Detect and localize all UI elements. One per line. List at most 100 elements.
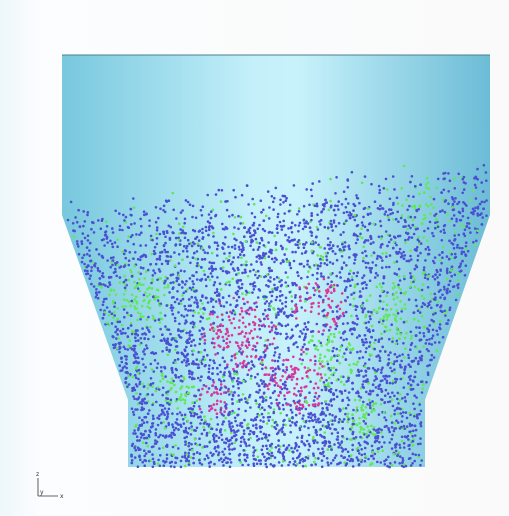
particle bbox=[208, 328, 212, 332]
particle bbox=[301, 332, 304, 335]
particle bbox=[411, 387, 415, 391]
particle bbox=[307, 270, 310, 273]
particle bbox=[288, 239, 292, 243]
particle bbox=[365, 341, 369, 344]
particle bbox=[301, 457, 304, 461]
particle bbox=[307, 282, 311, 286]
particle bbox=[345, 210, 349, 214]
particle bbox=[94, 262, 97, 265]
particle bbox=[236, 280, 239, 284]
particle bbox=[299, 330, 302, 333]
particle bbox=[132, 386, 136, 390]
particle bbox=[223, 228, 226, 231]
particle bbox=[170, 309, 174, 312]
particle bbox=[458, 246, 462, 250]
particle bbox=[389, 308, 393, 311]
particle bbox=[211, 269, 214, 273]
particle bbox=[443, 288, 446, 291]
particle bbox=[419, 380, 423, 384]
particle bbox=[157, 417, 161, 421]
particle bbox=[129, 207, 133, 211]
particle bbox=[172, 433, 175, 436]
particle bbox=[121, 327, 125, 331]
particle bbox=[421, 302, 425, 305]
particle bbox=[330, 432, 334, 435]
particle bbox=[302, 246, 306, 249]
particle bbox=[443, 296, 447, 300]
particle bbox=[217, 453, 220, 457]
particle bbox=[330, 448, 333, 451]
particle bbox=[409, 272, 412, 275]
particle bbox=[329, 358, 333, 362]
particle bbox=[277, 367, 281, 370]
particle bbox=[441, 335, 445, 339]
particle bbox=[330, 366, 333, 370]
particle bbox=[233, 216, 237, 219]
particle bbox=[361, 308, 365, 312]
particle bbox=[309, 296, 312, 300]
particle bbox=[242, 361, 245, 364]
particle bbox=[152, 249, 156, 253]
particle bbox=[375, 310, 379, 314]
particle bbox=[254, 237, 258, 241]
particle bbox=[361, 224, 365, 227]
particle bbox=[395, 442, 398, 446]
particle bbox=[214, 353, 217, 356]
particle bbox=[176, 290, 179, 293]
particle bbox=[296, 400, 300, 404]
particle bbox=[409, 365, 412, 369]
particle bbox=[424, 203, 428, 206]
particle bbox=[239, 461, 242, 464]
particle bbox=[474, 175, 478, 179]
particle bbox=[290, 446, 293, 450]
particle bbox=[221, 460, 224, 464]
particle bbox=[145, 270, 148, 273]
particle bbox=[388, 395, 392, 399]
particle bbox=[203, 419, 207, 422]
particle bbox=[149, 325, 152, 329]
particle bbox=[202, 384, 206, 387]
particle bbox=[299, 295, 302, 298]
particle bbox=[153, 298, 156, 301]
particle bbox=[278, 353, 282, 356]
particle bbox=[133, 222, 136, 225]
particle bbox=[410, 334, 414, 338]
particle bbox=[219, 392, 223, 396]
particle bbox=[412, 275, 415, 278]
particle bbox=[298, 286, 301, 289]
particle bbox=[373, 452, 377, 456]
particle bbox=[214, 408, 217, 412]
particle bbox=[146, 412, 150, 416]
particle bbox=[382, 187, 386, 190]
particle bbox=[123, 274, 126, 278]
particle bbox=[228, 465, 232, 469]
particle bbox=[386, 233, 390, 236]
particle bbox=[352, 408, 355, 412]
particle bbox=[158, 254, 162, 258]
particle bbox=[284, 281, 288, 284]
particle bbox=[359, 425, 363, 429]
particle bbox=[419, 442, 422, 446]
particle bbox=[174, 400, 178, 403]
particle bbox=[154, 262, 158, 266]
particle bbox=[351, 278, 354, 282]
particle bbox=[214, 193, 218, 196]
particle bbox=[280, 464, 284, 467]
particle bbox=[419, 424, 423, 428]
particle bbox=[198, 452, 202, 456]
particle bbox=[273, 384, 277, 387]
particle bbox=[295, 394, 298, 397]
particle bbox=[123, 286, 127, 290]
particle bbox=[390, 369, 394, 373]
particle bbox=[474, 197, 478, 200]
particle bbox=[422, 334, 426, 338]
particle bbox=[274, 325, 278, 329]
particle bbox=[328, 444, 332, 448]
particle bbox=[176, 412, 179, 416]
particle bbox=[357, 463, 361, 467]
particle bbox=[233, 416, 237, 420]
particle bbox=[389, 366, 392, 370]
particle bbox=[105, 225, 109, 228]
particle bbox=[436, 276, 439, 279]
particle bbox=[351, 465, 355, 468]
